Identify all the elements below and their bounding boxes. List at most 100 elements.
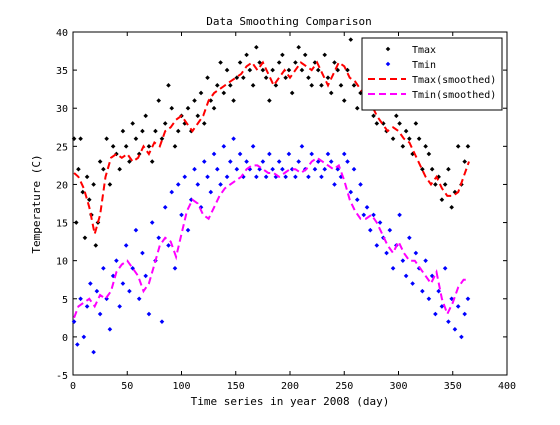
data-point: [387, 227, 393, 233]
data-point: [250, 144, 256, 149]
x-tick-label: 50: [121, 381, 133, 392]
data-point: [293, 60, 298, 65]
series-line: [73, 60, 470, 235]
data-point: [462, 311, 467, 317]
data-point: [120, 128, 126, 134]
data-point: [384, 250, 389, 256]
data-point: [400, 144, 406, 149]
data-point: [429, 166, 435, 172]
data-point: [371, 113, 376, 119]
data-point: [410, 281, 415, 286]
legend-label: Tmin(smoothed): [412, 90, 496, 101]
data-point: [114, 258, 119, 263]
data-point: [140, 128, 145, 134]
data-point: [390, 265, 396, 271]
data-point: [162, 121, 168, 126]
legend: Tmax Tmin Tmax(smoothed) Tmin(smoothed): [361, 37, 503, 111]
data-point: [270, 67, 275, 73]
data-point: [221, 144, 227, 149]
data-point: [364, 205, 370, 210]
data-point: [455, 144, 461, 149]
data-point: [296, 159, 301, 164]
data-point: [397, 212, 402, 218]
data-point: [250, 83, 256, 88]
data-point: [91, 349, 96, 355]
data-point: [338, 174, 344, 180]
data-point: [442, 182, 448, 187]
data-point: [231, 136, 236, 142]
axis-ticks: 0 50 100 150 200 250 300 350 400-505101520253035…: [56, 28, 516, 392]
data-point: [354, 105, 360, 111]
data-point: [166, 243, 171, 248]
data-point: [172, 144, 178, 149]
x-tick-label: 100: [172, 381, 190, 392]
data-point: [84, 304, 90, 309]
data-point: [436, 174, 441, 180]
data-point: [273, 83, 279, 88]
data-point: [299, 67, 305, 73]
data-point: [263, 75, 269, 81]
data-point: [84, 174, 90, 180]
data-point: [280, 166, 285, 172]
data-point: [208, 98, 214, 103]
data-point: [280, 52, 285, 58]
data-point: [244, 159, 249, 164]
data-point: [133, 227, 139, 233]
data-point: [413, 121, 419, 126]
data-point: [358, 90, 363, 96]
data-point: [192, 166, 197, 172]
data-point: [263, 174, 269, 180]
data-point: [228, 83, 233, 88]
data-point: [198, 90, 204, 96]
data-point: [315, 159, 321, 164]
data-point: [97, 311, 103, 317]
data-point: [296, 44, 301, 50]
data-point: [172, 265, 178, 271]
data-point: [146, 311, 152, 317]
data-point: [390, 136, 396, 142]
data-point: [188, 197, 194, 202]
data-point: [341, 151, 347, 157]
data-point: [312, 60, 318, 65]
legend-marker: [385, 46, 391, 52]
y-tick-label: 15: [56, 219, 68, 230]
data-point: [442, 265, 448, 271]
x-tick-label: 200: [281, 381, 299, 392]
series-tmax-smoothed: [73, 60, 470, 235]
data-point: [374, 121, 380, 126]
legend-box: [361, 37, 503, 111]
data-point: [374, 243, 380, 248]
data-point: [276, 60, 282, 65]
data-point: [169, 105, 175, 111]
data-point: [423, 144, 428, 149]
data-point: [234, 75, 240, 81]
data-point: [302, 52, 308, 58]
data-point: [104, 136, 109, 142]
data-point: [195, 182, 201, 187]
y-tick-label: 0: [62, 333, 68, 344]
data-point: [143, 273, 148, 279]
data-point: [205, 174, 210, 180]
legend-label: Tmax(smoothed): [412, 75, 496, 86]
data-point: [75, 342, 80, 347]
data-point: [446, 166, 451, 172]
data-point: [371, 212, 376, 218]
data-point: [78, 136, 83, 142]
data-point: [348, 189, 354, 195]
data-point: [394, 113, 399, 119]
data-point: [283, 174, 288, 180]
data-point: [224, 67, 230, 73]
data-point: [143, 113, 148, 119]
data-point: [93, 243, 99, 248]
data-point: [247, 67, 253, 73]
data-point: [306, 75, 311, 81]
data-point: [76, 166, 81, 172]
data-point: [205, 75, 210, 81]
data-point: [345, 67, 350, 73]
data-point: [159, 319, 165, 324]
data-point: [462, 159, 467, 164]
data-point: [283, 75, 288, 81]
x-tick-label: 250: [335, 381, 353, 392]
data-point: [400, 258, 406, 263]
